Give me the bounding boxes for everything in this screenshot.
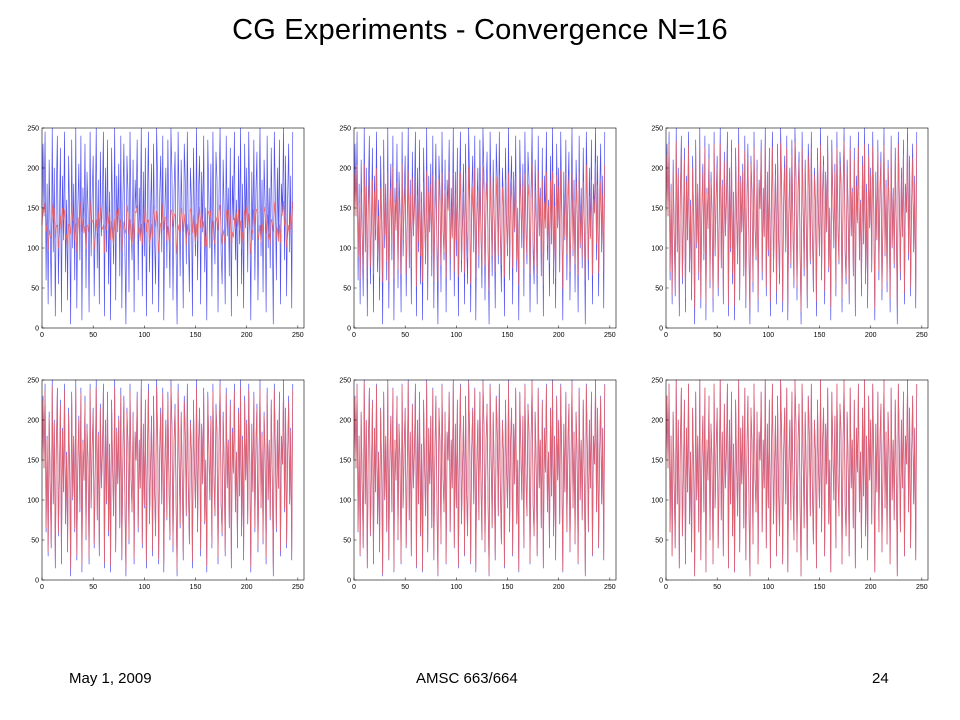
series-line-approximation [41,385,294,571]
y-tick-label: 200 [339,418,351,425]
footer-page-number: 24 [872,670,889,687]
x-tick-label: 0 [40,332,44,339]
x-tick-label: 100 [139,584,151,591]
y-tick-label: 100 [27,498,39,505]
series-line-approximation [353,162,606,292]
x-tick-label: 100 [763,584,775,591]
y-tick-label: 0 [35,578,39,585]
series-line-approximation [41,200,294,255]
footer-course: AMSC 663/664 [416,670,518,687]
y-tick-label: 100 [339,246,351,253]
x-tick-label: 200 [241,332,253,339]
y-tick-label: 0 [347,578,351,585]
x-tick-label: 200 [241,584,253,591]
y-tick-label: 0 [35,326,39,333]
convergence-plot-1: 0 50 100 150 200 250 0 50 100 150 200 250 [27,126,305,339]
axes-box [353,127,617,329]
y-tick-label: 250 [27,378,39,385]
y-tick-label: 250 [339,126,351,133]
x-tick-label: 0 [352,584,356,591]
x-tick-label: 200 [553,332,565,339]
x-tick-label: 150 [814,332,826,339]
x-tick-label: 250 [292,584,304,591]
y-tick-label: 150 [27,458,39,465]
x-tick-label: 100 [451,332,463,339]
y-tick-label: 250 [27,126,39,133]
convergence-plot-4: 0 50 100 150 200 250 0 50 100 150 200 250 [27,378,305,591]
y-tick-label: 200 [27,418,39,425]
x-tick-label: 150 [190,584,202,591]
x-tick-label: 100 [763,332,775,339]
y-tick-label: 50 [655,538,663,545]
convergence-plot-2: 0 50 100 150 200 250 0 50 100 150 200 250 [339,126,617,339]
y-tick-label: 250 [339,378,351,385]
x-tick-label: 200 [865,332,877,339]
x-tick-label: 50 [401,584,409,591]
axes-box [41,379,305,581]
y-tick-label: 200 [339,166,351,173]
y-tick-label: 200 [651,166,663,173]
x-tick-label: 150 [502,584,514,591]
y-tick-label: 100 [651,498,663,505]
x-tick-label: 150 [502,332,514,339]
y-tick-label: 50 [31,538,39,545]
x-tick-label: 250 [292,332,304,339]
y-tick-label: 150 [27,206,39,213]
x-tick-label: 100 [139,332,151,339]
convergence-plot-6: 0 50 100 150 200 250 0 50 100 150 200 250 [651,378,929,591]
x-tick-label: 0 [352,332,356,339]
axes-box [353,379,617,581]
x-tick-label: 50 [89,332,97,339]
y-tick-label: 0 [659,578,663,585]
y-tick-label: 200 [651,418,663,425]
x-tick-label: 200 [553,584,565,591]
axes-box [41,127,305,329]
y-tick-label: 250 [651,378,663,385]
x-tick-label: 50 [713,584,721,591]
series-line-approximation [665,379,918,577]
axes-box [665,127,929,329]
x-tick-label: 0 [664,584,668,591]
y-tick-label: 100 [27,246,39,253]
y-tick-label: 200 [27,166,39,173]
slide-title: CG Experiments - Convergence N=16 [232,14,728,46]
x-tick-label: 100 [451,584,463,591]
x-tick-label: 250 [916,332,928,339]
x-tick-label: 150 [814,584,826,591]
y-tick-label: 50 [343,286,351,293]
x-tick-label: 50 [713,332,721,339]
series-line-approximation [665,140,918,313]
x-tick-label: 0 [664,332,668,339]
x-tick-label: 200 [865,584,877,591]
x-tick-label: 150 [190,332,202,339]
y-tick-label: 50 [655,286,663,293]
y-tick-label: 100 [651,246,663,253]
y-tick-label: 150 [651,206,663,213]
y-tick-label: 0 [347,326,351,333]
y-tick-label: 50 [31,286,39,293]
x-tick-label: 250 [604,332,616,339]
x-tick-label: 250 [604,584,616,591]
x-tick-label: 50 [89,584,97,591]
y-tick-label: 250 [651,126,663,133]
y-tick-label: 50 [343,538,351,545]
y-tick-label: 150 [651,458,663,465]
series-line-approximation [353,381,606,575]
y-tick-label: 150 [339,206,351,213]
axes-box [665,379,929,581]
x-tick-label: 0 [40,584,44,591]
y-tick-label: 100 [339,498,351,505]
convergence-plot-5: 0 50 100 150 200 250 0 50 100 150 200 250 [339,378,617,591]
convergence-plot-3: 0 50 100 150 200 250 0 50 100 150 200 250 [651,126,929,339]
x-tick-label: 50 [401,332,409,339]
y-tick-label: 0 [659,326,663,333]
footer-date: May 1, 2009 [69,670,152,687]
y-tick-label: 150 [339,458,351,465]
series-line-target [41,127,294,325]
x-tick-label: 250 [916,584,928,591]
